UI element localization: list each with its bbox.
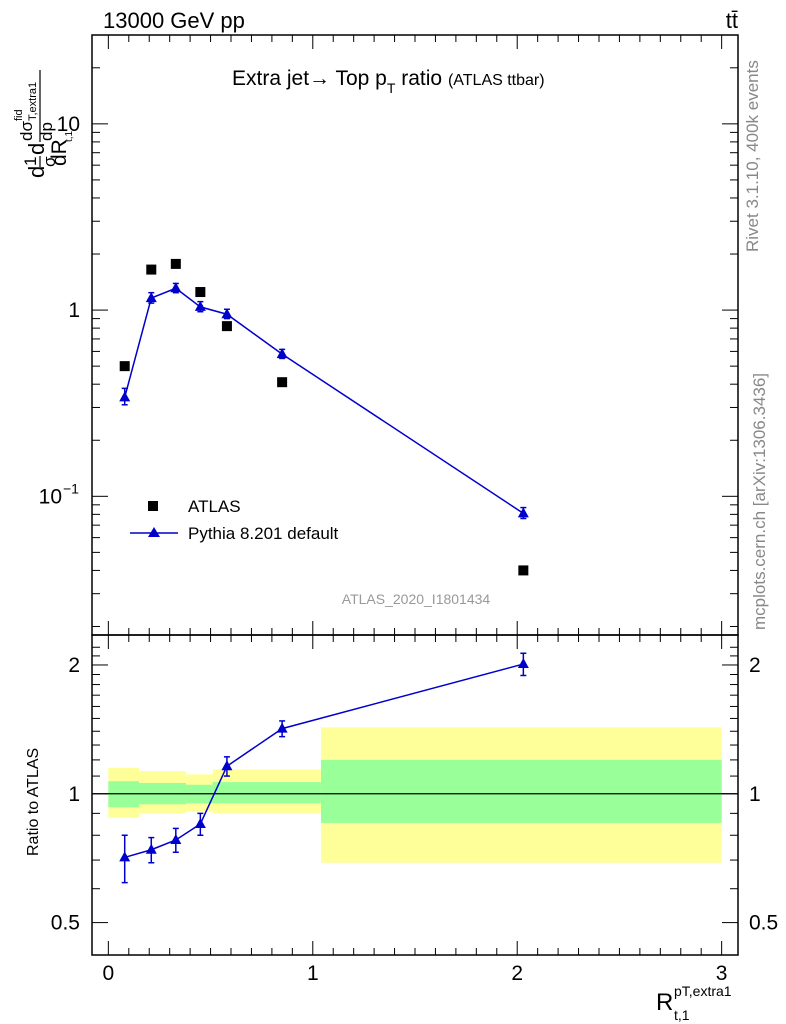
- atlas-point: [195, 287, 206, 298]
- main-ytick-exponent: −1: [63, 480, 79, 496]
- pythia-point: [119, 391, 131, 402]
- ratio-ylabel: Ratio to ATLAS: [25, 748, 42, 856]
- main-ylabel: d 1 σ d dσ fid dp T,extra1 dR t,1: [13, 70, 75, 178]
- svg-text:pT,extra1: pT,extra1: [674, 983, 732, 999]
- ratio-ytick-label-right: 1: [749, 783, 761, 806]
- ratio-pythia-point: [517, 658, 529, 669]
- atlas-point: [170, 258, 181, 269]
- ratio-xtick-label: 0: [103, 962, 115, 985]
- ratio-plot-marks: [119, 652, 529, 884]
- ratio-ytick-label: 2: [68, 654, 80, 677]
- legend: ATLAS Pythia 8.201 default: [130, 497, 339, 543]
- mcplots-label: mcplots.cern.ch [arXiv:1306.3436]: [750, 372, 769, 630]
- main-plot-frame: [91, 34, 739, 636]
- ratio-pythia-point: [194, 817, 206, 828]
- ratio-xtick-label: 3: [716, 962, 728, 985]
- pythia-point: [221, 308, 233, 319]
- ratio-pythia-point: [221, 760, 233, 771]
- pythia-point: [170, 282, 182, 293]
- pythia-point: [194, 300, 206, 311]
- svg-text:T,extra1: T,extra1: [27, 82, 39, 121]
- atlas-point: [518, 565, 529, 576]
- legend-marker-pythia: [148, 527, 160, 537]
- chart-title: Extra jet→ Top pT ratio (ATLAS ttbar): [232, 67, 545, 96]
- svg-text:d: d: [24, 166, 49, 178]
- ratio-ytick-label-right: 0.5: [749, 912, 778, 935]
- pythia-point: [276, 348, 288, 359]
- ratio-xlabel: R pT,extra1 t,1: [656, 983, 732, 1023]
- ratio-ytick-label: 1: [68, 783, 80, 806]
- svg-text:t,1: t,1: [64, 130, 75, 142]
- band-inner-4: [320, 759, 722, 823]
- svg-text:dp: dp: [37, 122, 56, 141]
- svg-text:dR: dR: [48, 139, 71, 166]
- pythia-point: [517, 507, 529, 518]
- svg-text:d: d: [24, 143, 49, 155]
- legend-label-pythia: Pythia 8.201 default: [188, 524, 339, 543]
- ratio-pythia-point: [276, 722, 288, 733]
- main-plot-marks: [119, 258, 529, 576]
- svg-text:fid: fid: [13, 109, 25, 121]
- svg-text:1: 1: [21, 157, 40, 166]
- svg-text:R: R: [656, 989, 673, 1016]
- pythia-point: [145, 292, 157, 303]
- atlas-point: [277, 377, 288, 388]
- analysis-watermark: ATLAS_2020_I1801434: [342, 591, 491, 607]
- legend-label-atlas: ATLAS: [188, 497, 241, 516]
- atlas-point: [221, 321, 232, 332]
- ratio-ytick-label-right: 2: [749, 654, 761, 677]
- ratio-xtick-label: 2: [511, 962, 523, 985]
- legend-marker-atlas: [148, 501, 158, 511]
- ratio-ytick-label: 0.5: [51, 912, 80, 935]
- header-right: tt̄: [726, 8, 738, 33]
- ratio-xtick-label: 1: [307, 962, 319, 985]
- main-ytick-label: 1: [68, 299, 80, 322]
- main-ytick-label: 10: [39, 485, 62, 508]
- ratio-pythia-point: [170, 833, 182, 844]
- header-left: 13000 GeV pp: [103, 8, 245, 33]
- svg-text:dσ: dσ: [17, 121, 36, 141]
- svg-text:t,1: t,1: [674, 1007, 690, 1023]
- atlas-point: [146, 264, 157, 275]
- pythia-line: [123, 287, 524, 514]
- ratio-pythia-point: [145, 843, 157, 854]
- main-ytick-label: 10: [57, 113, 80, 136]
- rivet-version-label: Rivet 3.1.10, 400k events: [743, 60, 762, 252]
- band-inner-3: [212, 782, 321, 804]
- ratio-bands: [92, 727, 738, 863]
- svg-text:σ: σ: [40, 156, 59, 167]
- ratio-pythia-point: [119, 851, 131, 862]
- atlas-point: [119, 361, 130, 372]
